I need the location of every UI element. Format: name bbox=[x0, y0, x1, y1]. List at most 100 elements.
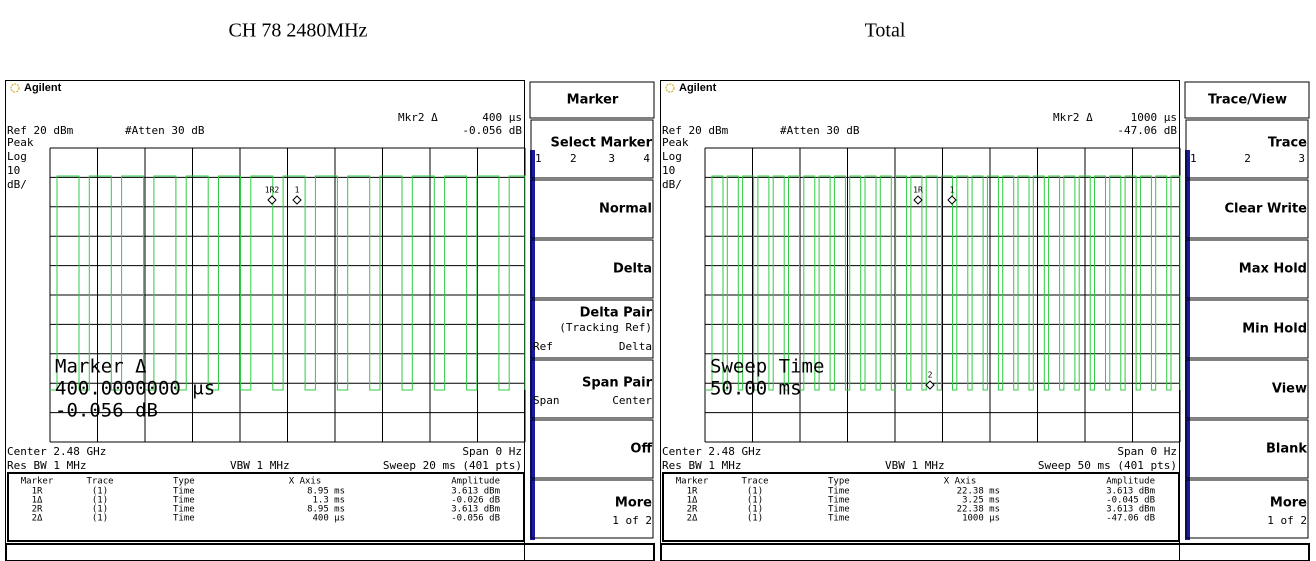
softkey-label: More bbox=[615, 496, 652, 511]
brand: Agilent bbox=[24, 82, 62, 94]
table-cell: 2Δ bbox=[32, 514, 43, 524]
softkey-label: More bbox=[1270, 496, 1307, 511]
status-frame bbox=[6, 544, 654, 561]
softkey-sub: 1 bbox=[1190, 152, 1197, 165]
marker-value: -47.06 dB bbox=[1117, 124, 1177, 137]
marker-tag: 1R bbox=[913, 186, 923, 195]
softkey-label: Off bbox=[630, 442, 652, 457]
active-function: 50.00 ms bbox=[710, 378, 802, 400]
marker-tag: 1 bbox=[295, 186, 300, 195]
active-function: -0.056 dB bbox=[55, 400, 158, 422]
menu-title: Marker bbox=[567, 93, 619, 108]
table-frame bbox=[663, 473, 1179, 541]
softkey-sub: 3 bbox=[1298, 152, 1305, 165]
span: Span 0 Hz bbox=[1117, 445, 1177, 458]
table-cell: Time bbox=[173, 514, 195, 524]
marker-diamond bbox=[926, 381, 934, 389]
softkey-label: Select Marker bbox=[550, 136, 652, 151]
caption: CH 78 2480MHz bbox=[229, 20, 368, 42]
marker-diamond bbox=[293, 196, 301, 204]
marker-x: 400 μs bbox=[482, 111, 522, 124]
softkey-label: View bbox=[1272, 382, 1307, 397]
marker-diamond bbox=[268, 196, 276, 204]
table-header: Trace bbox=[741, 477, 768, 487]
scale-label: Peak bbox=[662, 136, 689, 149]
softkey-label: Normal bbox=[599, 202, 652, 217]
table-cell: -47.06 dB bbox=[1106, 514, 1155, 524]
softkey-sub: 1 of 2 bbox=[612, 514, 652, 527]
softkey-sub: 2 bbox=[1244, 152, 1251, 165]
status-frame bbox=[661, 544, 1309, 561]
softkey-label: Trace bbox=[1268, 136, 1307, 151]
scale-label: dB/ bbox=[662, 178, 682, 191]
table-cell: (1) bbox=[747, 514, 763, 524]
vbw: VBW 1 MHz bbox=[885, 459, 945, 472]
vbw: VBW 1 MHz bbox=[230, 459, 290, 472]
marker-diamond bbox=[914, 196, 922, 204]
center-freq: Center 2.48 GHz bbox=[7, 445, 106, 458]
scale-label: Peak bbox=[7, 136, 34, 149]
table-cell: -0.056 dB bbox=[451, 514, 500, 524]
marker-x: 1000 μs bbox=[1131, 111, 1177, 124]
sweep: Sweep 20 ms (401 pts) bbox=[383, 459, 522, 472]
table-header: Amplitude bbox=[1106, 477, 1155, 487]
marker-diamond bbox=[948, 196, 956, 204]
softkey-sub: 2 bbox=[570, 152, 577, 165]
table-frame bbox=[8, 473, 524, 541]
attenuation: #Atten 30 dB bbox=[780, 124, 860, 137]
table-header: Marker bbox=[676, 477, 709, 487]
marker-tag: 1R2 bbox=[265, 186, 280, 195]
table-header: X Axis bbox=[289, 477, 322, 487]
span: Span 0 Hz bbox=[462, 445, 522, 458]
softkey-label: Span Pair bbox=[582, 376, 653, 391]
softkey-label: Max Hold bbox=[1239, 262, 1307, 277]
scale-label: 10 bbox=[7, 164, 20, 177]
marker-tag: 1 bbox=[950, 186, 955, 195]
table-header: Amplitude bbox=[451, 477, 500, 487]
softkey-sub: Span bbox=[533, 394, 560, 407]
table-cell: 1000 μs bbox=[962, 514, 1000, 524]
table-header: Trace bbox=[86, 477, 113, 487]
table-cell: 400 μs bbox=[312, 514, 345, 524]
softkey-label: Blank bbox=[1266, 442, 1307, 457]
softkey-sub: (Tracking Ref) bbox=[559, 321, 652, 334]
softkey-sub: Delta bbox=[619, 340, 652, 353]
softkey-label: Min Hold bbox=[1242, 322, 1307, 337]
active-function: 400.0000000 μs bbox=[55, 378, 215, 400]
table-cell: Time bbox=[828, 514, 850, 524]
scale-label: dB/ bbox=[7, 178, 27, 191]
softkey-sub: Ref bbox=[533, 340, 553, 353]
softkey-sub: Center bbox=[612, 394, 652, 407]
softkey-sub: 1 bbox=[535, 152, 542, 165]
softkey-label: Delta bbox=[613, 262, 652, 277]
rbw: Res BW 1 MHz bbox=[7, 459, 86, 472]
table-cell: (1) bbox=[92, 514, 108, 524]
analyzer-screen: AgilentMkr2 Δ400 μsRef 20 dBm#Atten 30 d… bbox=[6, 81, 655, 561]
table-header: Type bbox=[173, 477, 195, 487]
active-function: Marker Δ bbox=[55, 356, 147, 378]
marker-readout: Mkr2 Δ bbox=[1053, 111, 1093, 124]
softkey-label: Clear Write bbox=[1224, 202, 1307, 217]
table-header: X Axis bbox=[944, 477, 977, 487]
table-cell: 2Δ bbox=[687, 514, 698, 524]
marker-value: -0.056 dB bbox=[462, 124, 522, 137]
softkey-sub: 4 bbox=[643, 152, 650, 165]
caption: Total bbox=[865, 20, 906, 42]
sweep: Sweep 50 ms (401 pts) bbox=[1038, 459, 1177, 472]
center-freq: Center 2.48 GHz bbox=[662, 445, 761, 458]
page: CH 78 2480MHz Total Agilent Mkr2 Δ 400 μs R… bbox=[0, 0, 1316, 561]
analyzer-screen: AgilentMkr2 Δ1000 μsRef 20 dBm#Atten 30 … bbox=[661, 81, 1310, 561]
brand: Agilent bbox=[679, 82, 717, 94]
softkey-label: Delta Pair bbox=[580, 306, 653, 321]
table-header: Marker bbox=[21, 477, 54, 487]
screen-frame bbox=[6, 81, 525, 561]
rbw: Res BW 1 MHz bbox=[662, 459, 741, 472]
softkey-sub: 3 bbox=[608, 152, 615, 165]
brand-icon bbox=[11, 84, 19, 92]
screenshot: CH 78 2480MHz Total Agilent Mkr2 Δ 400 μs R… bbox=[0, 0, 1316, 561]
softkey-sub: 1 of 2 bbox=[1267, 514, 1307, 527]
attenuation: #Atten 30 dB bbox=[125, 124, 205, 137]
marker-readout: Mkr2 Δ bbox=[398, 111, 438, 124]
scale-label: 10 bbox=[662, 164, 675, 177]
table-header: Type bbox=[828, 477, 850, 487]
